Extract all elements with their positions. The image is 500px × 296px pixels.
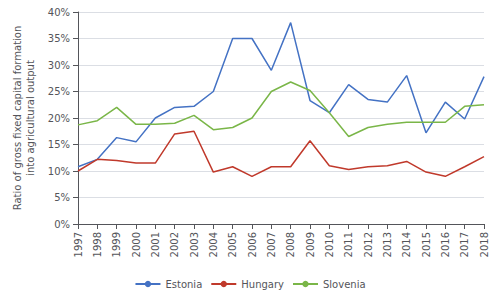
svg-text:Estonia: Estonia (165, 279, 202, 290)
svg-text:2008: 2008 (285, 232, 296, 257)
svg-text:2018: 2018 (479, 232, 490, 257)
svg-text:2014: 2014 (401, 232, 412, 257)
svg-text:2017: 2017 (459, 232, 470, 257)
svg-text:2010: 2010 (324, 232, 335, 257)
svg-text:2006: 2006 (247, 232, 258, 257)
svg-text:25%: 25% (48, 86, 70, 97)
svg-text:Slovenia: Slovenia (323, 279, 366, 290)
svg-text:2003: 2003 (189, 232, 200, 257)
svg-text:5%: 5% (54, 192, 70, 203)
svg-text:2000: 2000 (131, 232, 142, 257)
svg-text:1999: 1999 (111, 232, 122, 257)
svg-text:2001: 2001 (150, 232, 161, 257)
svg-text:2009: 2009 (305, 232, 316, 257)
svg-text:1998: 1998 (92, 232, 103, 257)
svg-text:into agricultural output: into agricultural output (25, 60, 36, 176)
svg-text:2012: 2012 (363, 232, 374, 257)
svg-text:1997: 1997 (73, 232, 84, 257)
svg-text:15%: 15% (48, 139, 70, 150)
svg-text:2016: 2016 (440, 232, 451, 257)
svg-text:35%: 35% (48, 33, 70, 44)
svg-text:2015: 2015 (421, 232, 432, 257)
svg-text:20%: 20% (48, 113, 70, 124)
svg-text:40%: 40% (48, 7, 70, 18)
svg-text:30%: 30% (48, 60, 70, 71)
svg-text:0%: 0% (54, 219, 70, 230)
svg-text:2002: 2002 (169, 232, 180, 257)
svg-text:2011: 2011 (343, 232, 354, 257)
svg-text:2004: 2004 (208, 232, 219, 257)
svg-text:Hungary: Hungary (241, 279, 284, 290)
svg-text:2005: 2005 (227, 232, 238, 257)
svg-text:10%: 10% (48, 166, 70, 177)
svg-text:2013: 2013 (382, 232, 393, 257)
svg-text:Ratio of gross fixed capital f: Ratio of gross fixed capital formation (12, 26, 23, 211)
svg-text:2007: 2007 (266, 232, 277, 257)
